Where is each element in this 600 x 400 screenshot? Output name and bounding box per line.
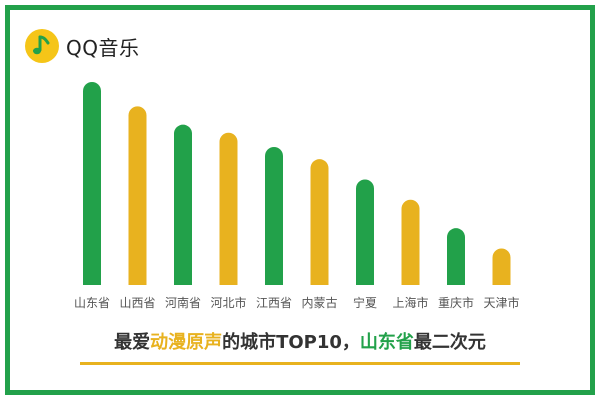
- bar: [447, 228, 465, 285]
- caption-part1: 最爱: [114, 332, 151, 353]
- x-tick-label: 山东省: [74, 296, 110, 310]
- bar: [83, 82, 101, 285]
- music-note-icon: [25, 29, 59, 63]
- x-tick-label: 天津市: [483, 295, 519, 310]
- brand-logo: QQ音乐: [24, 28, 139, 64]
- x-tick-label: 宁夏: [353, 295, 377, 310]
- bar: [310, 159, 329, 285]
- x-tick-label: 上海市: [392, 295, 428, 310]
- x-tick-label: 重庆市: [438, 295, 474, 310]
- caption-highlight-province: 山东省: [359, 332, 414, 353]
- caption-part2: 的城市TOP10，: [222, 332, 360, 353]
- x-tick-label: 江西省: [256, 296, 292, 310]
- bar: [492, 248, 511, 285]
- bar: [356, 179, 374, 285]
- x-tick-label: 河北市: [210, 295, 246, 310]
- caption-underline: [80, 362, 520, 365]
- x-tick-label: 河南省: [165, 295, 201, 310]
- bar: [174, 124, 192, 285]
- x-tick-label: 内蒙古: [301, 295, 337, 310]
- brand-name: QQ音乐: [66, 35, 140, 60]
- caption-highlight-genre: 动漫原声: [150, 332, 223, 353]
- bar: [401, 199, 420, 285]
- caption-part3: 最二次元: [413, 332, 486, 353]
- bar: [219, 132, 238, 285]
- bar-chart: 山东省 山西省 河南省 河北市 江西省 内蒙古 宁夏 上海市 重庆市 天津市: [74, 82, 520, 310]
- x-tick-label: 山西省: [119, 296, 155, 310]
- chart-frame: [5, 5, 595, 395]
- bar: [128, 106, 147, 285]
- bar: [265, 146, 283, 285]
- chart-caption: 最爱动漫原声的城市TOP10，山东省最二次元: [0, 328, 600, 354]
